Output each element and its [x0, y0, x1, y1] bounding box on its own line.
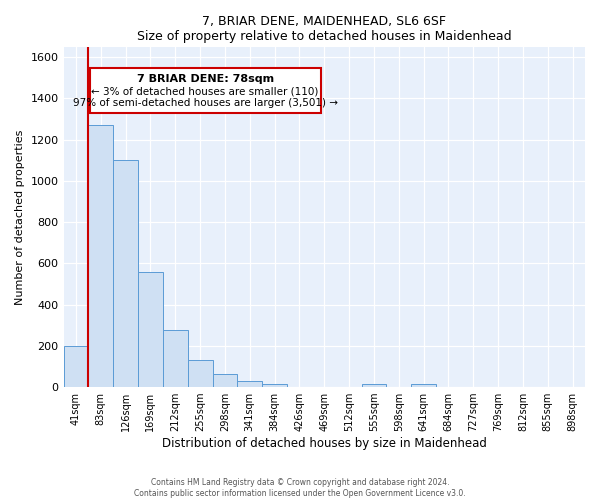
Bar [113, 160, 138, 387]
Bar [88, 126, 113, 387]
X-axis label: Distribution of detached houses by size in Maidenhead: Distribution of detached houses by size … [162, 437, 487, 450]
Bar [163, 330, 188, 387]
FancyBboxPatch shape [89, 68, 320, 113]
Bar [138, 272, 163, 387]
Text: 97% of semi-detached houses are larger (3,501) →: 97% of semi-detached houses are larger (… [73, 98, 338, 108]
Bar [262, 384, 287, 387]
Y-axis label: Number of detached properties: Number of detached properties [15, 130, 25, 304]
Text: ← 3% of detached houses are smaller (110): ← 3% of detached houses are smaller (110… [91, 86, 319, 96]
Bar [212, 374, 238, 387]
Text: Contains HM Land Registry data © Crown copyright and database right 2024.
Contai: Contains HM Land Registry data © Crown c… [134, 478, 466, 498]
Bar [362, 384, 386, 387]
Bar [64, 346, 88, 387]
Text: 7 BRIAR DENE: 78sqm: 7 BRIAR DENE: 78sqm [137, 74, 274, 84]
Bar [238, 381, 262, 387]
Bar [188, 360, 212, 387]
Title: 7, BRIAR DENE, MAIDENHEAD, SL6 6SF
Size of property relative to detached houses : 7, BRIAR DENE, MAIDENHEAD, SL6 6SF Size … [137, 15, 512, 43]
Bar [411, 384, 436, 387]
